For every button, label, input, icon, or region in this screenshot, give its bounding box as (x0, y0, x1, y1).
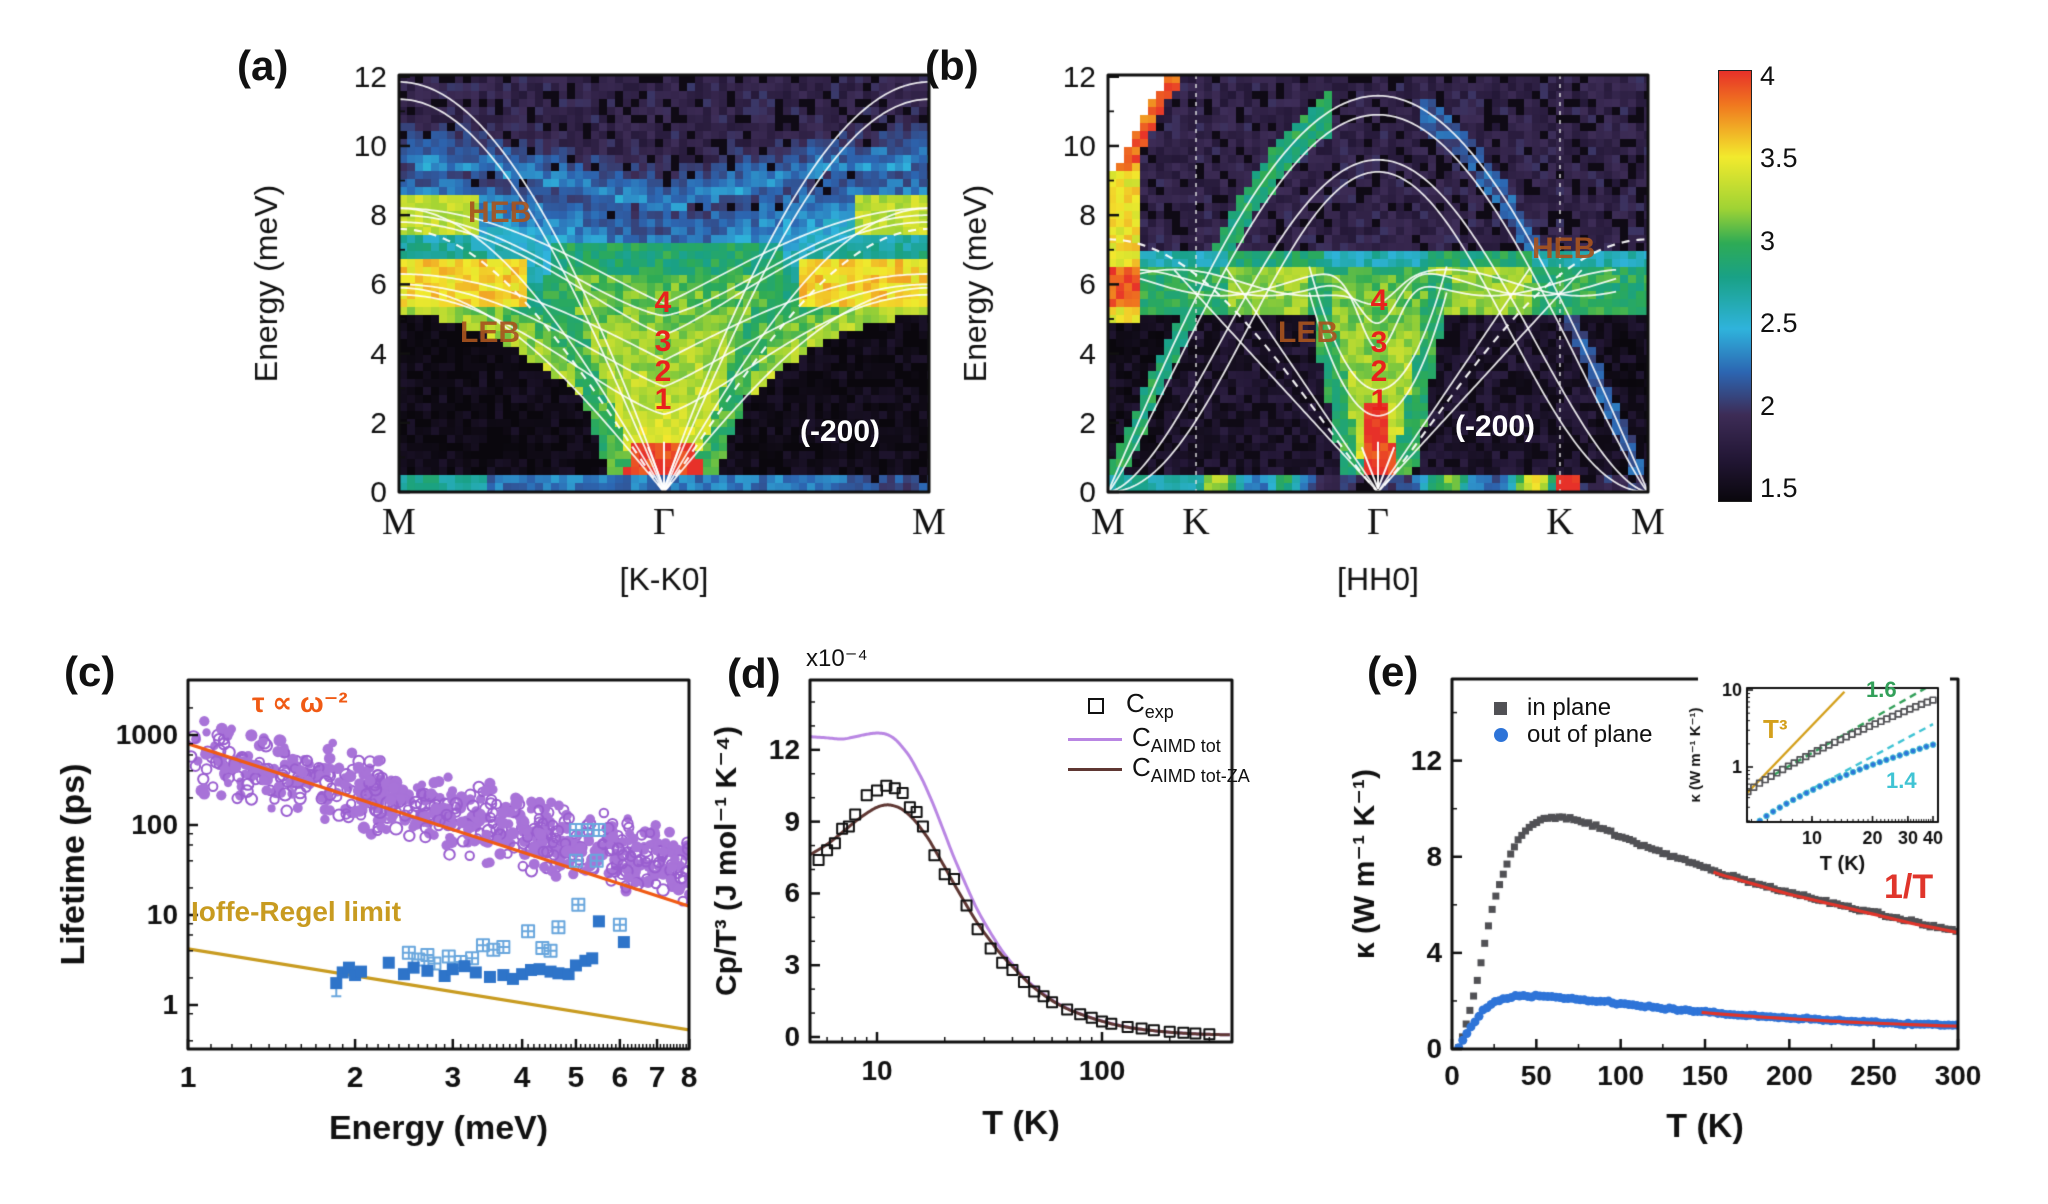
dark-line-marker-icon (1068, 768, 1122, 772)
d-legend-label: CAIMD tot-ZA (1132, 752, 1250, 787)
slope-1p4-annotation: 1.4 (1886, 768, 1917, 793)
panel-label-e: (e) (1367, 648, 1419, 695)
e-legend-label: out of plane (1527, 721, 1653, 748)
mode-3-label-a: 3 (654, 325, 672, 358)
panel-d-plot (700, 630, 1300, 1170)
d-scale-label: x10⁻⁴ (806, 645, 868, 672)
colorbar-tick: 2.5 (1760, 308, 1798, 338)
d-legend-label: CAIMD tot (1132, 722, 1221, 757)
d-legend-row-exp: Cexp (1088, 688, 1174, 723)
e-legend-label: in plane (1527, 694, 1612, 721)
heb-label-a: HEB (468, 196, 532, 229)
mode-4-label-b: 4 (1370, 284, 1388, 317)
d-legend-row-aimd-tot: CAIMD tot (1068, 722, 1221, 757)
mode-2-label-a: 2 (654, 355, 672, 388)
colorbar-tick: 3 (1760, 226, 1776, 256)
intensity-colorbar (1718, 70, 1752, 502)
panel-e-inset-plot (1680, 655, 1960, 875)
purple-line-marker-icon (1068, 738, 1122, 742)
e-legend-row-out-of-plane: out of plane (1494, 721, 1652, 749)
panel-label-d: (d) (727, 650, 781, 697)
colorbar-tick: 2 (1760, 391, 1776, 421)
panel-b-heatmap (920, 30, 1700, 600)
gray-square-marker-icon (1494, 701, 1507, 715)
mode-3-label-b: 3 (1370, 326, 1388, 359)
blue-circle-marker-icon (1494, 728, 1508, 742)
panel-label-c: (c) (64, 648, 116, 695)
ioffe-regel-annotation: Ioffe-Regel limit (191, 896, 402, 927)
leb-label-a: LEB (460, 316, 520, 349)
panel-label-a: (a) (237, 42, 289, 89)
e-legend-row-in-plane: in plane (1494, 694, 1611, 722)
zone-label-a: (-200) (800, 415, 881, 448)
mode-1-label-b: 1 (1370, 384, 1388, 417)
tau-omega-annotation: τ ∝ ω⁻² (252, 687, 348, 718)
colorbar-tick: 4 (1760, 61, 1776, 91)
d-legend-row-aimd-tot-za: CAIMD tot-ZA (1068, 752, 1250, 787)
t-cubed-annotation: T³ (1763, 714, 1788, 744)
panel-label-b: (b) (925, 42, 979, 89)
leb-label-b: LEB (1278, 316, 1338, 349)
open-square-marker-icon (1088, 697, 1104, 714)
zone-label-b: (-200) (1455, 410, 1536, 443)
mode-2-label-b: 2 (1370, 355, 1388, 388)
mode-4-label-a: 4 (654, 286, 672, 319)
heb-label-b: HEB (1532, 232, 1596, 265)
d-legend-label: Cexp (1126, 688, 1174, 723)
mode-1-label-a: 1 (654, 383, 672, 416)
inverse-T-annotation: 1/T (1884, 868, 1934, 906)
panel-c-plot (40, 630, 740, 1170)
slope-1p6-annotation: 1.6 (1866, 677, 1897, 702)
colorbar-tick: 3.5 (1760, 143, 1798, 173)
panel-a-heatmap (210, 30, 980, 600)
colorbar-tick: 1.5 (1760, 473, 1798, 503)
